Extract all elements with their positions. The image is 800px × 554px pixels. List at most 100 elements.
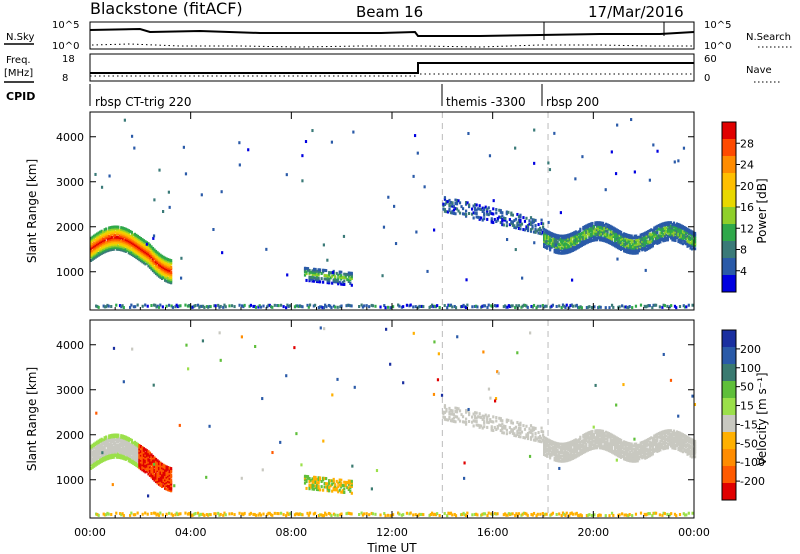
- echo-cell: [483, 425, 486, 429]
- echo-cell: [609, 437, 612, 441]
- echo-cell: [134, 305, 137, 309]
- echo-cell: [626, 233, 629, 237]
- echo-cell: [157, 472, 161, 476]
- echo-cell: [170, 487, 173, 491]
- echo-cell: [639, 450, 642, 454]
- echo-cell: [138, 253, 141, 257]
- echo-cell: [120, 439, 123, 443]
- echo-cell: [529, 430, 533, 434]
- echo-cell: [674, 445, 677, 449]
- echo-cell: [626, 458, 629, 462]
- echo-cell: [286, 273, 289, 277]
- echo-cell: [502, 424, 505, 428]
- echo-cell: [90, 250, 93, 254]
- echo-cell: [600, 432, 603, 436]
- echo-cell: [334, 278, 337, 282]
- echo-cell: [100, 449, 103, 453]
- echo-cell: [564, 442, 567, 446]
- echo-cell: [340, 485, 343, 489]
- echo-cell: [623, 235, 626, 239]
- echo-cell: [623, 245, 626, 249]
- echo-cell: [121, 228, 124, 232]
- x-tick-label: 08:00: [275, 526, 307, 539]
- echo-cell: [317, 268, 320, 272]
- echo-cell: [613, 239, 617, 243]
- echo-cell: [103, 245, 106, 249]
- echo-cell: [120, 440, 123, 444]
- echo-cell: [620, 242, 623, 246]
- echo-cell: [565, 459, 568, 463]
- echo-cell: [609, 436, 612, 440]
- echo-cell: [651, 449, 654, 453]
- echo-cell: [603, 232, 606, 236]
- echo-cell: [150, 250, 153, 254]
- echo-cell: [651, 232, 654, 236]
- echo-cell: [332, 512, 336, 516]
- echo-cell: [561, 458, 564, 462]
- echo-cell: [618, 236, 621, 240]
- echo-cell: [94, 245, 97, 249]
- echo-cell: [170, 470, 173, 474]
- echo-cell: [647, 455, 650, 459]
- echo-cell: [341, 282, 344, 286]
- echo-cell: [132, 238, 135, 242]
- echo-cell: [142, 239, 146, 243]
- echo-cell: [162, 257, 165, 261]
- echo-cell: [598, 434, 602, 438]
- echo-cell: [168, 481, 171, 485]
- echo-cell: [492, 429, 495, 433]
- echo-cell: [138, 454, 141, 458]
- echo-cell: [570, 239, 573, 243]
- echo-cell: [588, 437, 591, 441]
- echo-cell: [320, 277, 323, 281]
- echo-cell: [448, 202, 451, 206]
- echo-cell: [553, 248, 556, 252]
- echo-cell: [157, 465, 161, 469]
- echo-cell: [335, 488, 338, 492]
- echo-cell: [546, 229, 549, 233]
- echo-cell: [526, 305, 529, 309]
- echo-cell: [170, 259, 173, 263]
- echo-cell: [690, 455, 694, 459]
- echo-cell: [560, 514, 563, 518]
- echo-cell: [132, 460, 135, 464]
- echo-cell: [684, 230, 688, 234]
- echo-cell: [507, 512, 510, 516]
- echo-cell: [558, 459, 561, 463]
- echo-cell: [168, 466, 171, 470]
- echo-cell: [445, 409, 448, 413]
- echo-cell: [331, 281, 334, 285]
- echo-cell: [163, 256, 167, 260]
- echo-cell: [583, 445, 586, 449]
- echo-cell: [634, 512, 638, 516]
- echo-cell: [349, 281, 352, 285]
- echo-cell: [135, 453, 138, 457]
- echo-cell: [157, 262, 161, 266]
- echo-cell: [127, 241, 130, 245]
- echo-cell: [653, 229, 656, 233]
- echo-cell: [474, 419, 477, 423]
- echo-cell: [538, 439, 542, 443]
- echo-cell: [522, 216, 525, 220]
- echo-cell: [672, 446, 676, 450]
- echo-cell: [499, 215, 502, 219]
- echo-cell: [546, 447, 549, 451]
- echo-cell: [564, 456, 567, 460]
- echo-cell: [643, 512, 646, 516]
- echo-cell: [657, 227, 660, 231]
- echo-cell: [603, 443, 606, 447]
- echo-cell: [112, 447, 115, 451]
- echo-cell: [111, 239, 114, 243]
- echo-cell: [106, 303, 109, 307]
- echo-cell: [148, 458, 152, 462]
- echo-cell: [156, 460, 159, 464]
- echo-cell: [97, 245, 100, 249]
- echo-cell: [573, 246, 576, 250]
- echo-cell: [139, 254, 143, 258]
- echo-cell: [167, 270, 170, 274]
- echo-cell: [580, 235, 583, 239]
- echo-cell: [567, 235, 570, 239]
- echo-cell: [680, 442, 683, 446]
- echo-cell: [123, 457, 126, 461]
- echo-cell: [147, 467, 150, 471]
